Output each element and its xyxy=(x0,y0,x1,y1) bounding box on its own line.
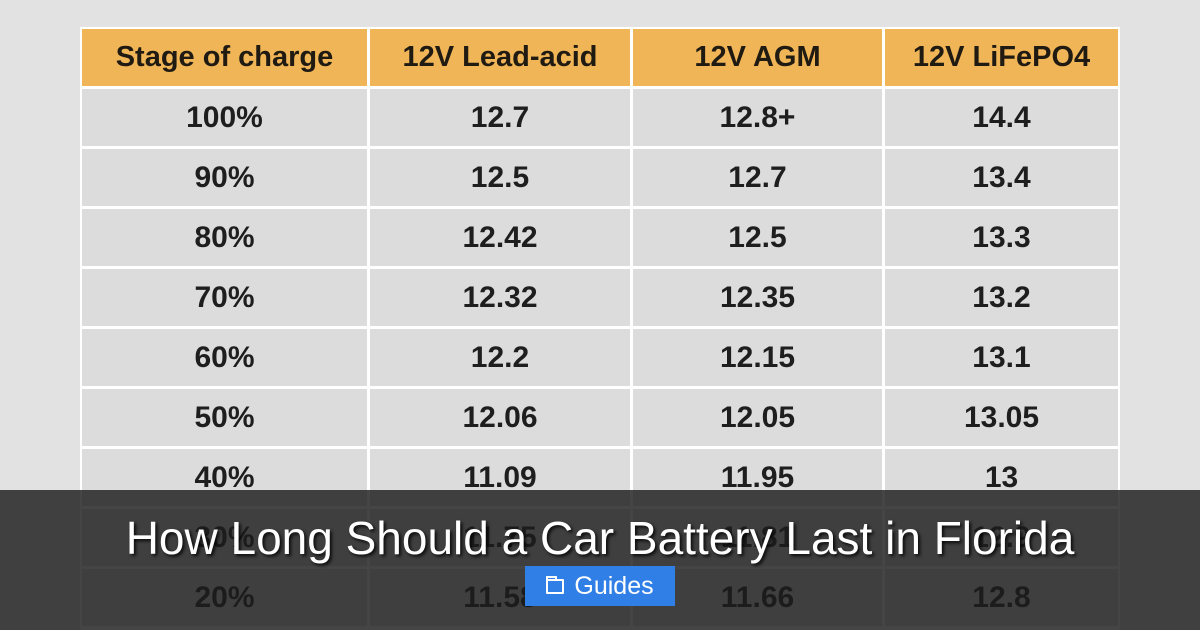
table-row: 100% 12.7 12.8+ 14.4 xyxy=(82,89,1118,146)
category-badge-label: Guides xyxy=(574,571,654,600)
table-row: 90% 12.5 12.7 13.4 xyxy=(82,149,1118,206)
voltage-cell: 13.1 xyxy=(885,329,1118,386)
stage-cell: 70% xyxy=(82,269,367,326)
voltage-cell: 12.2 xyxy=(370,329,630,386)
stage-cell: 50% xyxy=(82,389,367,446)
stage-cell: 80% xyxy=(82,209,367,266)
voltage-cell: 12.7 xyxy=(633,149,882,206)
voltage-cell: 12.7 xyxy=(370,89,630,146)
voltage-cell: 12.32 xyxy=(370,269,630,326)
folder-icon xyxy=(546,575,565,594)
voltage-cell: 13.4 xyxy=(885,149,1118,206)
header-lead-acid: 12V Lead-acid xyxy=(370,29,630,86)
table-row: 50% 12.06 12.05 13.05 xyxy=(82,389,1118,446)
voltage-cell: 12.35 xyxy=(633,269,882,326)
stage-cell: 100% xyxy=(82,89,367,146)
voltage-cell: 12.42 xyxy=(370,209,630,266)
header-agm: 12V AGM xyxy=(633,29,882,86)
header-stage-of-charge: Stage of charge xyxy=(82,29,367,86)
page-title: How Long Should a Car Battery Last in Fl… xyxy=(125,512,1075,564)
voltage-cell: 12.05 xyxy=(633,389,882,446)
table-header-row: Stage of charge 12V Lead-acid 12V AGM 12… xyxy=(82,29,1118,86)
stage-cell: 90% xyxy=(82,149,367,206)
table-row: 80% 12.42 12.5 13.3 xyxy=(82,209,1118,266)
voltage-cell: 12.5 xyxy=(370,149,630,206)
voltage-cell: 13.3 xyxy=(885,209,1118,266)
voltage-cell: 13.2 xyxy=(885,269,1118,326)
table-row: 70% 12.32 12.35 13.2 xyxy=(82,269,1118,326)
stage-cell: 60% xyxy=(82,329,367,386)
title-overlay-band xyxy=(0,490,1200,630)
voltage-cell: 12.8+ xyxy=(633,89,882,146)
category-badge-guides[interactable]: Guides xyxy=(525,566,675,606)
table-row: 60% 12.2 12.15 13.1 xyxy=(82,329,1118,386)
voltage-cell: 14.4 xyxy=(885,89,1118,146)
voltage-cell: 12.5 xyxy=(633,209,882,266)
header-lifepo4: 12V LiFePO4 xyxy=(885,29,1118,86)
voltage-cell: 12.06 xyxy=(370,389,630,446)
voltage-cell: 12.15 xyxy=(633,329,882,386)
voltage-cell: 13.05 xyxy=(885,389,1118,446)
